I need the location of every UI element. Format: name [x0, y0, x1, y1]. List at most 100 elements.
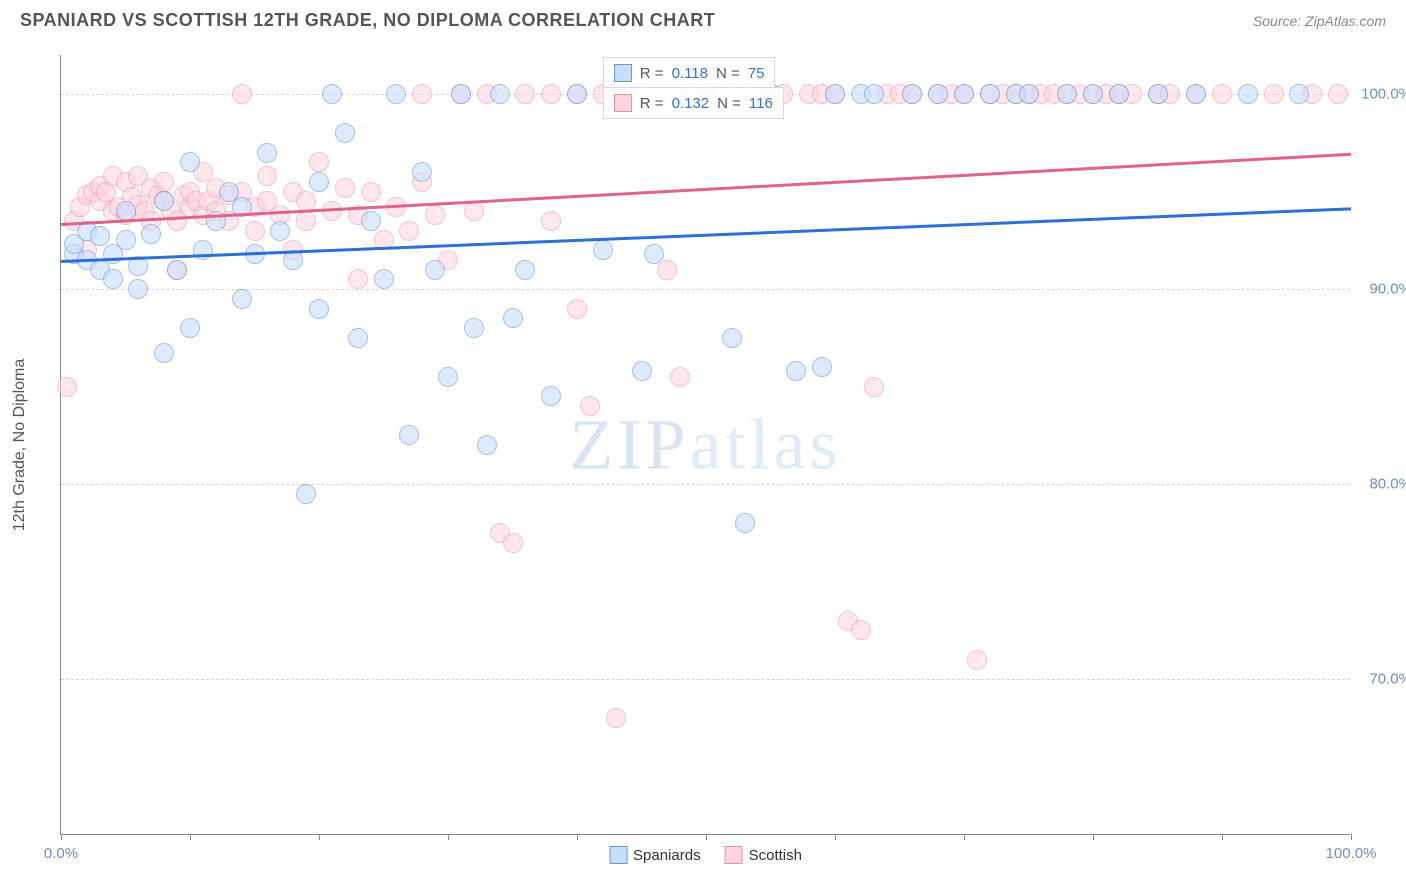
data-point [735, 513, 755, 533]
data-point [503, 533, 523, 553]
data-point [335, 178, 355, 198]
x-tick [1093, 834, 1094, 840]
data-point [154, 343, 174, 363]
data-point [928, 84, 948, 104]
data-point [141, 224, 161, 244]
data-point [1148, 84, 1168, 104]
x-tick [964, 834, 965, 840]
y-tick-label: 80.0% [1369, 476, 1406, 493]
data-point [980, 84, 1000, 104]
legend-swatch [609, 846, 627, 864]
data-point [902, 84, 922, 104]
x-tick [706, 834, 707, 840]
chart-container: 12th Grade, No Diploma ZIPatlas 70.0%80.… [50, 55, 1390, 835]
data-point [361, 211, 381, 231]
data-point [103, 269, 123, 289]
data-point [193, 240, 213, 260]
data-point [632, 361, 652, 381]
x-tick-label: 100.0% [1326, 845, 1377, 862]
data-point [296, 211, 316, 231]
data-point [348, 328, 368, 348]
data-point [593, 240, 613, 260]
n-value: 75 [748, 65, 765, 82]
legend-swatch [614, 94, 632, 112]
gridline [61, 289, 1350, 290]
data-point [438, 367, 458, 387]
legend-item: Spaniards [609, 846, 701, 864]
chart-title: SPANIARD VS SCOTTISH 12TH GRADE, NO DIPL… [20, 10, 715, 31]
data-point [864, 377, 884, 397]
legend-label: Scottish [749, 847, 802, 864]
data-point [374, 269, 394, 289]
x-tick [1222, 834, 1223, 840]
data-point [567, 84, 587, 104]
data-point [128, 279, 148, 299]
data-point [116, 230, 136, 250]
data-point [425, 260, 445, 280]
legend-swatch [725, 846, 743, 864]
x-tick [448, 834, 449, 840]
data-point [348, 269, 368, 289]
source-label: Source: ZipAtlas.com [1253, 13, 1386, 29]
n-value: 116 [749, 95, 773, 112]
data-point [232, 84, 252, 104]
legend-item: Scottish [725, 846, 802, 864]
data-point [451, 84, 471, 104]
data-point [606, 708, 626, 728]
data-point [309, 172, 329, 192]
data-point [786, 361, 806, 381]
data-point [399, 221, 419, 241]
data-point [1186, 84, 1206, 104]
data-point [180, 152, 200, 172]
data-point [580, 396, 600, 416]
data-point [1057, 84, 1077, 104]
data-point [954, 84, 974, 104]
data-point [825, 84, 845, 104]
scatter-plot: ZIPatlas 70.0%80.0%90.0%100.0%0.0%100.0%… [60, 55, 1350, 835]
data-point [154, 191, 174, 211]
data-point [670, 367, 690, 387]
x-tick [319, 834, 320, 840]
n-label: N = [716, 65, 740, 82]
data-point [399, 425, 419, 445]
data-point [386, 84, 406, 104]
x-tick [190, 834, 191, 840]
data-point [361, 182, 381, 202]
data-point [257, 143, 277, 163]
data-point [335, 123, 355, 143]
data-point [1264, 84, 1284, 104]
data-point [296, 484, 316, 504]
data-point [515, 260, 535, 280]
data-point [232, 289, 252, 309]
data-point [464, 318, 484, 338]
r-value: 0.132 [672, 95, 710, 112]
data-point [1328, 84, 1348, 104]
data-point [167, 260, 187, 280]
data-point [1083, 84, 1103, 104]
data-point [57, 377, 77, 397]
data-point [322, 84, 342, 104]
data-point [464, 201, 484, 221]
data-point [270, 221, 290, 241]
data-point [90, 226, 110, 246]
x-tick [61, 834, 62, 840]
data-point [412, 84, 432, 104]
data-point [541, 84, 561, 104]
stats-box: R =0.118N =75 [603, 57, 776, 89]
data-point [477, 435, 497, 455]
data-point [541, 211, 561, 231]
n-label: N = [717, 95, 741, 112]
data-point [567, 299, 587, 319]
data-point [309, 152, 329, 172]
data-point [1238, 84, 1258, 104]
x-tick-label: 0.0% [44, 845, 78, 862]
data-point [1019, 84, 1039, 104]
legend: Spaniards Scottish [609, 846, 802, 864]
data-point [309, 299, 329, 319]
y-axis-label: 12th Grade, No Diploma [11, 359, 29, 532]
legend-label: Spaniards [633, 847, 701, 864]
data-point [116, 201, 136, 221]
data-point [722, 328, 742, 348]
gridline [61, 484, 1350, 485]
data-point [967, 650, 987, 670]
